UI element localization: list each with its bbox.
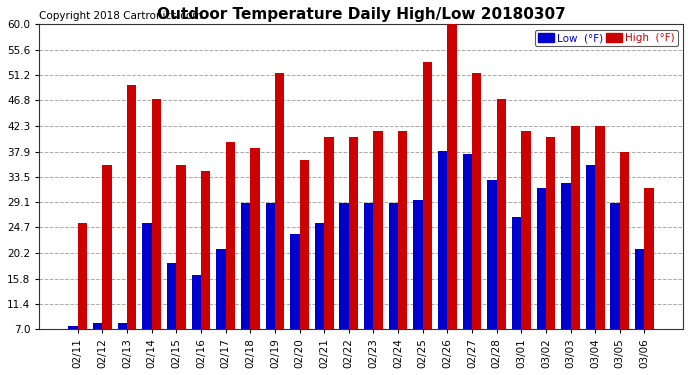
Bar bbox=[177, 165, 186, 329]
Bar bbox=[216, 249, 226, 329]
Bar bbox=[423, 62, 432, 329]
Bar bbox=[398, 131, 408, 329]
Bar bbox=[571, 126, 580, 329]
Bar bbox=[487, 180, 497, 329]
Bar bbox=[586, 165, 595, 329]
Bar bbox=[512, 217, 521, 329]
Bar bbox=[497, 99, 506, 329]
Bar bbox=[315, 223, 324, 329]
Bar bbox=[521, 131, 531, 329]
Bar bbox=[635, 249, 644, 329]
Bar bbox=[167, 263, 177, 329]
Bar bbox=[226, 142, 235, 329]
Title: Outdoor Temperature Daily High/Low 20180307: Outdoor Temperature Daily High/Low 20180… bbox=[157, 7, 566, 22]
Bar bbox=[644, 188, 654, 329]
Bar bbox=[462, 154, 472, 329]
Bar bbox=[275, 74, 284, 329]
Bar bbox=[93, 323, 103, 329]
Bar bbox=[241, 203, 250, 329]
Bar bbox=[324, 136, 333, 329]
Bar bbox=[447, 24, 457, 329]
Bar bbox=[192, 274, 201, 329]
Bar bbox=[266, 203, 275, 329]
Bar bbox=[152, 99, 161, 329]
Bar bbox=[472, 74, 482, 329]
Bar bbox=[201, 171, 210, 329]
Bar bbox=[290, 234, 299, 329]
Text: Copyright 2018 Cartronics.com: Copyright 2018 Cartronics.com bbox=[39, 12, 203, 21]
Bar bbox=[118, 323, 127, 329]
Bar bbox=[349, 136, 358, 329]
Bar bbox=[537, 188, 546, 329]
Bar bbox=[546, 136, 555, 329]
Bar bbox=[611, 203, 620, 329]
Bar bbox=[388, 203, 398, 329]
Bar bbox=[413, 200, 423, 329]
Bar bbox=[127, 85, 137, 329]
Bar bbox=[142, 223, 152, 329]
Bar bbox=[250, 148, 259, 329]
Legend: Low  (°F), High  (°F): Low (°F), High (°F) bbox=[535, 30, 678, 46]
Bar bbox=[299, 160, 309, 329]
Bar bbox=[595, 126, 604, 329]
Bar bbox=[373, 131, 383, 329]
Bar bbox=[103, 165, 112, 329]
Bar bbox=[620, 152, 629, 329]
Bar bbox=[364, 203, 373, 329]
Bar bbox=[438, 151, 447, 329]
Bar bbox=[339, 203, 349, 329]
Bar bbox=[561, 183, 571, 329]
Bar bbox=[78, 223, 87, 329]
Bar bbox=[68, 326, 78, 329]
